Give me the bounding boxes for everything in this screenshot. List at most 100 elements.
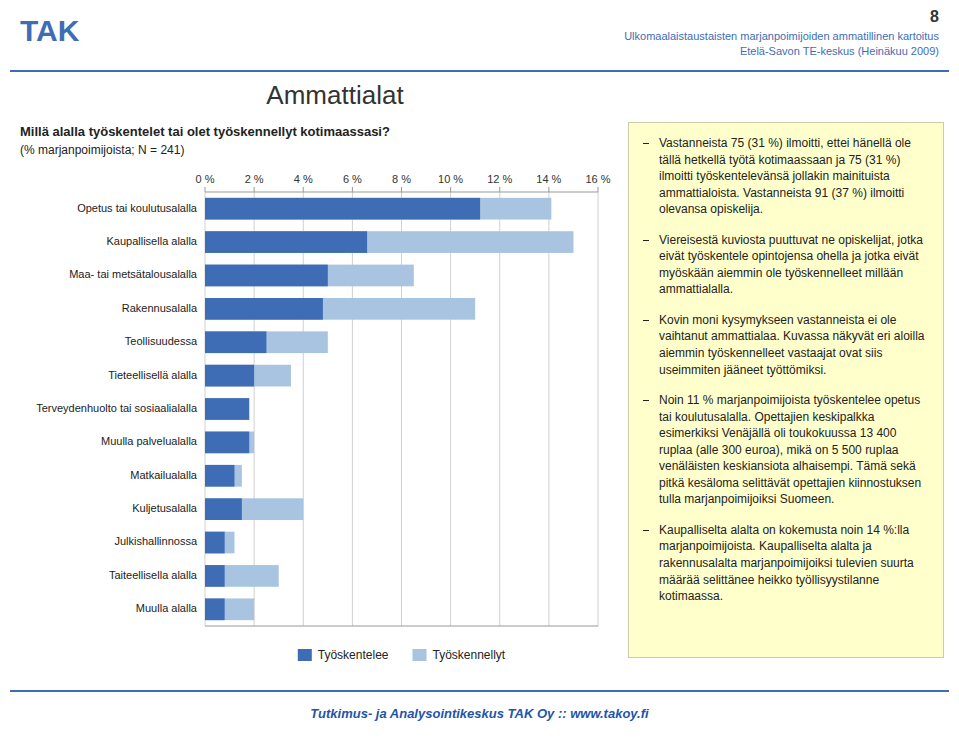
bullet-dash xyxy=(643,320,649,321)
bullet: Vastanneista 75 (31 %) ilmoitti, ettei h… xyxy=(639,135,931,218)
bar xyxy=(205,231,367,253)
bar xyxy=(205,331,266,353)
footer: Tutkimus- ja Analysointikeskus TAK Oy ::… xyxy=(0,706,959,721)
x-tick xyxy=(499,187,500,192)
x-tick xyxy=(598,187,599,192)
legend: Työskentelee Työskennellyt xyxy=(298,648,506,662)
y-tick-label: Muulla alalla xyxy=(136,602,198,614)
chart: Millä alalla työskentelet tai olet työsk… xyxy=(0,120,615,676)
bullet-text: Kaupalliselta alalta on kokemusta noin 1… xyxy=(659,522,931,605)
bar xyxy=(205,231,573,253)
grid-line xyxy=(352,192,353,626)
text-panel: Vastanneista 75 (31 %) ilmoitti, ettei h… xyxy=(628,122,944,658)
bullet: Kovin moni kysymykseen vastanneista ei o… xyxy=(639,312,931,378)
bar xyxy=(205,432,249,454)
bar xyxy=(205,365,254,387)
x-axis-line xyxy=(205,192,598,193)
grid-line xyxy=(303,192,304,626)
legend-label: Työskentelee xyxy=(318,648,389,662)
y-tick-label: Opetus tai koulutusalalla xyxy=(77,202,198,214)
x-tick-label: 0 % xyxy=(196,173,215,185)
x-tick-label: 6 % xyxy=(343,173,362,185)
bar xyxy=(205,398,249,420)
grid-line xyxy=(499,192,500,626)
bar xyxy=(205,598,225,620)
x-tick xyxy=(254,187,255,192)
header-line xyxy=(10,70,949,72)
chart-subtitle: (% marjanpoimijoista; N = 241) xyxy=(20,143,184,157)
bar xyxy=(205,465,242,487)
plot-bottom-line xyxy=(205,626,598,627)
legend-swatch xyxy=(298,649,312,661)
bullet-dash xyxy=(643,400,649,401)
bullet-text: Vastanneista 75 (31 %) ilmoitti, ettei h… xyxy=(659,135,931,218)
y-tick-label: Rakennusalalla xyxy=(122,302,198,314)
x-tick xyxy=(401,187,402,192)
page-number: 8 xyxy=(930,8,939,26)
grid-line xyxy=(401,192,402,626)
footer-line xyxy=(10,690,949,692)
x-tick-label: 10 % xyxy=(438,173,463,185)
bullet-dash xyxy=(643,143,649,144)
bar xyxy=(205,532,234,554)
bar xyxy=(205,432,254,454)
bullet: Noin 11 % marjanpoimijoista työskentelee… xyxy=(639,392,931,508)
x-tick-label: 14 % xyxy=(536,173,561,185)
y-tick-label: Teollisuudessa xyxy=(125,335,198,347)
bar xyxy=(205,532,225,554)
x-tick xyxy=(450,187,451,192)
x-tick xyxy=(548,187,549,192)
bar xyxy=(205,498,303,520)
x-tick-label: 4 % xyxy=(294,173,313,185)
grid-line xyxy=(598,192,599,626)
y-tick-label: Tieteellisellä alalla xyxy=(108,369,198,381)
x-tick-label: 12 % xyxy=(487,173,512,185)
bar xyxy=(205,265,414,287)
grid-line xyxy=(254,192,255,626)
x-tick xyxy=(205,187,206,192)
bar xyxy=(205,565,279,587)
bullet-dash xyxy=(643,530,649,531)
bullet: Viereisestä kuviosta puuttuvat ne opiske… xyxy=(639,232,931,298)
y-tick-label: Kaupallisella alalla xyxy=(106,235,197,247)
bar xyxy=(205,198,480,220)
legend-swatch xyxy=(413,649,427,661)
y-tick-label: Kuljetusalalla xyxy=(132,502,198,514)
bar xyxy=(205,398,249,420)
bar xyxy=(205,198,551,220)
bars xyxy=(205,198,573,620)
bar xyxy=(205,298,475,320)
x-tick-label: 8 % xyxy=(392,173,411,185)
bar xyxy=(205,565,225,587)
y-tick-label: Muulla palvelualalla xyxy=(101,435,198,447)
bar xyxy=(205,465,234,487)
y-tick-label: Taiteellisella alalla xyxy=(109,569,198,581)
x-tick xyxy=(303,187,304,192)
logo: TAK xyxy=(20,14,79,48)
header-title: Ulkomaalaistaustaisten marjanpoimijoiden… xyxy=(624,30,939,42)
bar xyxy=(205,498,242,520)
bullet-text: Noin 11 % marjanpoimijoista työskentelee… xyxy=(659,392,931,508)
bar xyxy=(205,298,323,320)
chart-title: Millä alalla työskentelet tai olet työsk… xyxy=(20,124,390,139)
bullet-text: Viereisestä kuviosta puuttuvat ne opiske… xyxy=(659,232,931,298)
y-tick-label: Maa- tai metsätalousalalla xyxy=(69,268,198,280)
bar xyxy=(205,598,254,620)
grid-line xyxy=(548,192,549,626)
bullet: Kaupalliselta alalta on kokemusta noin 1… xyxy=(639,522,931,605)
legend-label: Työskennellyt xyxy=(433,648,506,662)
bullet-text: Kovin moni kysymykseen vastanneista ei o… xyxy=(659,312,931,378)
main-title: Ammattialat xyxy=(0,80,670,111)
grid-line xyxy=(450,192,451,626)
grid xyxy=(205,192,598,626)
header-subtitle: Etelä-Savon TE-keskus (Heinäkuu 2009) xyxy=(740,45,939,57)
y-tick-label: Matkailualalla xyxy=(130,469,198,481)
bullet-dash xyxy=(643,240,649,241)
y-tick-label: Terveydenhuolto tai sosiaalialalla xyxy=(36,402,198,414)
x-tick-label: 16 % xyxy=(585,173,610,185)
bar xyxy=(205,365,291,387)
bar xyxy=(205,265,328,287)
x-tick xyxy=(352,187,353,192)
bar xyxy=(205,331,328,353)
y-tick-label: Julkishallinnossa xyxy=(114,535,197,547)
